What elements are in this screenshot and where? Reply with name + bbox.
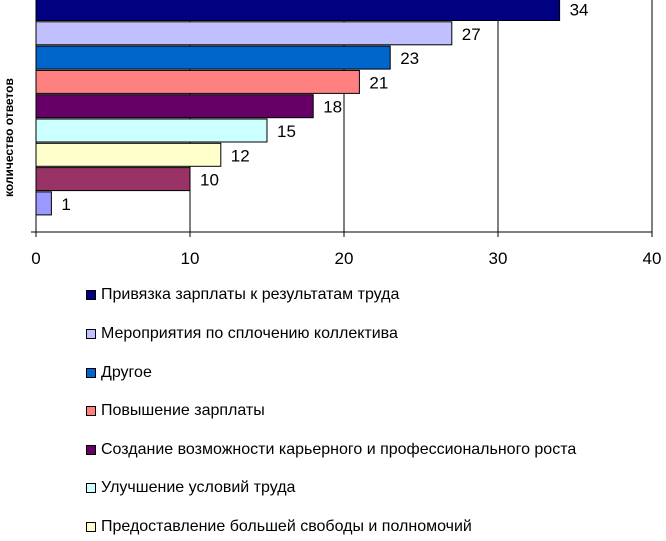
legend-label: Привязка зарплаты к результатам труда	[101, 286, 400, 303]
legend-item: Предоставление большей свободы и полномо…	[86, 518, 646, 536]
legend-swatch	[86, 522, 96, 532]
legend-label: Улучшение условий труда	[101, 479, 296, 496]
bar	[35, 45, 391, 70]
legend-item: Создание возможности карьерного и профес…	[86, 441, 646, 459]
bar-value-label: 23	[400, 49, 419, 68]
bar	[35, 142, 222, 167]
legend-swatch	[86, 483, 96, 493]
legend-swatch	[86, 445, 96, 455]
axes: 0 10 20 30 40	[31, 0, 661, 268]
bar-value-label: 10	[200, 171, 219, 190]
legend-swatch	[86, 368, 96, 378]
bar-value-label: 34	[570, 1, 589, 20]
bar	[35, 0, 561, 21]
legend-swatch	[86, 406, 96, 416]
legend-label: Предоставление большей свободы и полномо…	[101, 518, 472, 535]
bar	[35, 118, 268, 143]
bar-value-label: 18	[323, 98, 342, 117]
x-tick-label: 10	[181, 249, 200, 268]
x-tick-label: 20	[335, 249, 354, 268]
legend-swatch	[86, 329, 96, 339]
bar	[35, 21, 453, 46]
legend-item: Другое	[86, 364, 646, 382]
bar	[35, 167, 191, 192]
bar	[35, 69, 360, 94]
bar-value-label: 21	[369, 73, 388, 92]
bar	[35, 191, 52, 216]
legend-label: Повышение зарплаты	[101, 402, 265, 419]
bar	[35, 94, 314, 119]
bar-value-label: 15	[277, 122, 296, 141]
x-tick-label: 40	[643, 249, 662, 268]
legend-label: Мероприятия по сплочению коллектива	[101, 325, 398, 342]
legend-label: Создание возможности карьерного и профес…	[101, 441, 577, 458]
bar-value-label: 27	[462, 25, 481, 44]
bar-value-label: 1	[61, 195, 70, 214]
legend-item: Привязка зарплаты к результатам труда	[86, 286, 646, 304]
legend-label: Другое	[101, 364, 152, 381]
bar-value-label: 12	[231, 146, 250, 165]
legend-item: Улучшение условий труда	[86, 479, 646, 497]
legend-item: Повышение зарплаты	[86, 402, 646, 420]
x-tick-label: 30	[489, 249, 508, 268]
legend-item: Мероприятия по сплочению коллектива	[86, 325, 646, 343]
x-tick-label: 0	[31, 249, 40, 268]
bars: 34 27 23 21 18 15 12 10 1	[35, 0, 589, 216]
y-axis-label: количество ответов	[2, 78, 16, 197]
legend-swatch	[86, 290, 96, 300]
